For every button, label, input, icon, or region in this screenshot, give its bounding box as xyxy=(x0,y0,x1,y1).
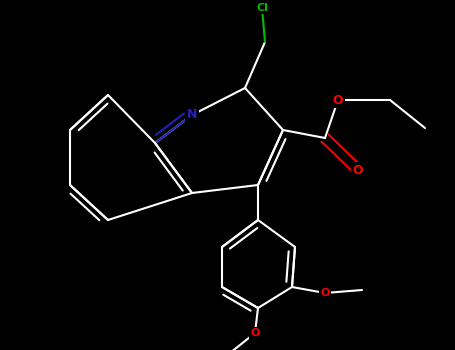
Text: O: O xyxy=(353,163,363,176)
Text: O: O xyxy=(250,328,260,338)
Text: Cl: Cl xyxy=(256,3,268,13)
Text: O: O xyxy=(320,288,330,298)
Text: N: N xyxy=(187,108,197,121)
Text: O: O xyxy=(333,93,344,106)
